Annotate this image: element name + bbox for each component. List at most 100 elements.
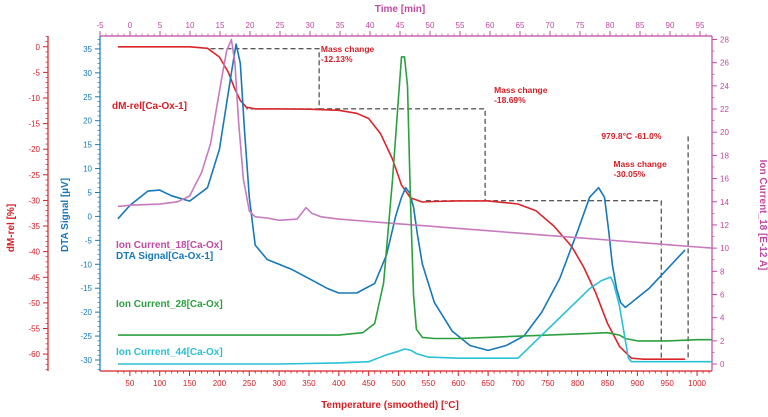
right-axis-tick-label: 24	[720, 82, 729, 91]
left-axis-1-tick-label: -45	[28, 273, 40, 282]
top-tick-label: 45	[396, 21, 405, 30]
top-axis-title: Time [min]	[375, 4, 425, 15]
right-axis-tick-label: 4	[720, 314, 725, 323]
left-axis-1-tick-label: -55	[28, 324, 40, 333]
left-axis-2-tick-label: -20	[80, 308, 92, 317]
bottom-tick-label: 950	[661, 379, 675, 388]
top-tick-label: 60	[486, 21, 495, 30]
left-axis-2-tick-label: -15	[80, 284, 92, 293]
top-tick-label: -5	[96, 21, 104, 30]
top-tick-label: 85	[636, 21, 645, 30]
series-line-ion-current-18-ca-ox	[117, 38, 713, 249]
bottom-tick-label: 450	[362, 379, 376, 388]
top-tick-label: 70	[546, 21, 555, 30]
annotation-mass-change-2-line-2: -18.69%	[494, 95, 526, 105]
right-axis-tick-label: 6	[720, 290, 725, 299]
series-line-ion-current-28-ca-ox	[117, 56, 712, 342]
annotation-mass-change-1-line-2: -12.13%	[321, 54, 353, 64]
right-axis-title: Ion Current_18 [E-12 A]	[757, 160, 768, 271]
bottom-tick-label: 350	[302, 379, 316, 388]
annotation-endpoint: 979.8°C -61.0%	[601, 131, 662, 141]
top-tick-label: 65	[516, 21, 525, 30]
bottom-tick-label: 700	[511, 379, 525, 388]
top-tick-label: 95	[696, 21, 705, 30]
right-axis-tick-label: 28	[720, 35, 729, 44]
top-tick-label: 15	[216, 21, 225, 30]
top-tick-label: 20	[246, 21, 255, 30]
right-axis-tick-label: 10	[720, 244, 729, 253]
annotation-mass-change-2: Mass change-18.69%	[494, 85, 548, 105]
right-axis-tick-label: 8	[720, 267, 725, 276]
axes-layer	[43, 31, 717, 376]
left-axis-2-tick-label: 30	[83, 69, 92, 78]
left-axis-1-title: dM-rel [%]	[6, 204, 17, 252]
series-line-dm-rel-ca-ox-1	[117, 46, 686, 360]
bottom-tick-label: 650	[481, 379, 495, 388]
top-tick-label: 0	[128, 21, 133, 30]
left-axis-1-tick-label: -30	[28, 196, 40, 205]
left-axis-1-tick-label: -35	[28, 222, 40, 231]
right-axis-tick-label: 26	[720, 59, 729, 68]
bottom-tick-label: 300	[272, 379, 286, 388]
left-axis-2-tick-label: 20	[83, 117, 92, 126]
bottom-tick-label: 850	[601, 379, 615, 388]
legend-ion-current-44: Ion Current_44[Ca-Ox]	[116, 347, 223, 358]
guide-step-3	[485, 200, 662, 360]
left-axis-2-tick-label: 0	[88, 212, 93, 221]
legend-dm-rel: dM-rel[Ca-Ox-1]	[112, 101, 187, 112]
bottom-tick-label: 900	[631, 379, 645, 388]
left-axis-1-tick-label: -20	[28, 145, 40, 154]
bottom-tick-label: 400	[332, 379, 346, 388]
labels-layer: 50 100 150 200 250 300 350 400 450 500 550 600 650 70…	[28, 21, 729, 388]
top-tick-label: 75	[576, 21, 585, 30]
top-tick-label: 10	[186, 21, 195, 30]
bottom-tick-label: 150	[183, 379, 197, 388]
annotation-mass-change-2-line-1: Mass change	[494, 85, 548, 95]
bottom-tick-label: 750	[541, 379, 555, 388]
annotation-endpoint-line-1: 979.8°C -61.0%	[601, 131, 662, 141]
top-tick-label: 80	[606, 21, 615, 30]
top-tick-label: 5	[158, 21, 163, 30]
left-axis-2-tick-label: 10	[83, 165, 92, 174]
bottom-tick-label: 600	[452, 379, 466, 388]
top-tick-label: 50	[426, 21, 435, 30]
top-tick-label: 40	[366, 21, 375, 30]
bottom-axis-title: Temperature (smoothed) [°C]	[321, 400, 459, 411]
left-axis-2-title: DTA Signal [µV]	[60, 178, 71, 252]
left-axis-2-tick-label: 5	[88, 188, 93, 197]
annotation-mass-change-3: Mass change-30.05%	[613, 159, 667, 179]
top-tick-label: 35	[336, 21, 345, 30]
left-axis-2-tick-label: -10	[80, 260, 92, 269]
top-tick-label: 30	[306, 21, 315, 30]
right-axis-tick-label: 14	[720, 198, 729, 207]
left-axis-2-tick-label: -30	[80, 356, 92, 365]
guide-step-2	[319, 108, 486, 202]
left-axis-2-tick-label: -5	[85, 236, 93, 245]
annotation-mass-change-3-line-2: -30.05%	[613, 169, 645, 179]
left-axis-2-tick-label: 15	[83, 141, 92, 150]
bottom-tick-label: 800	[571, 379, 585, 388]
right-axis-tick-label: 0	[720, 360, 725, 369]
bottom-tick-label: 500	[392, 379, 406, 388]
left-axis-1-tick-label: -5	[33, 68, 41, 77]
left-axis-1-tick-label: -50	[28, 299, 40, 308]
annotation-mass-change-1: Mass change-12.13%	[321, 44, 375, 64]
top-tick-label: 55	[456, 21, 465, 30]
left-axis-1-tick-label: -15	[28, 120, 40, 129]
left-axis-1-tick-label: -25	[28, 171, 40, 180]
legend-dta-signal: DTA Signal[Ca-Ox-1]	[116, 251, 213, 262]
left-axis-2-tick-label: 35	[83, 45, 92, 54]
right-axis-tick-label: 22	[720, 105, 729, 114]
left-axis-1-tick-label: -60	[28, 350, 40, 359]
top-tick-label: 25	[276, 21, 285, 30]
left-axis-2-tick-label: 25	[83, 93, 92, 102]
bottom-tick-label: 200	[213, 379, 227, 388]
right-axis-tick-label: 12	[720, 221, 729, 230]
guide-lines-layer	[210, 48, 689, 360]
bottom-tick-label: 1000	[688, 379, 706, 388]
left-axis-2-tick-label: -25	[80, 332, 92, 341]
series-line-ion-current-44-ca-ox	[117, 276, 712, 365]
bottom-tick-label: 50	[125, 379, 134, 388]
bottom-tick-label: 250	[243, 379, 257, 388]
